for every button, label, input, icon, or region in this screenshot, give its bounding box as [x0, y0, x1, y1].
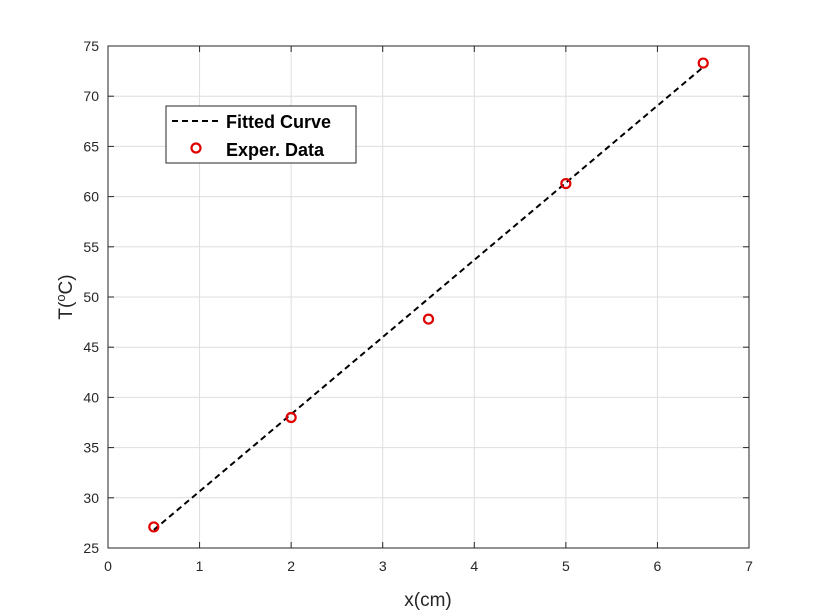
y-tick-label: 70 — [83, 88, 99, 104]
x-tick-label: 7 — [745, 558, 753, 574]
y-tick-labels: 25 30 35 40 45 50 55 60 65 70 75 — [83, 38, 99, 556]
legend: Fitted Curve Exper. Data — [165, 105, 357, 164]
data-point — [285, 411, 297, 424]
x-tick-label: 4 — [470, 558, 478, 574]
x-tick-label: 2 — [287, 558, 295, 574]
y-tick-label: 55 — [83, 239, 99, 255]
y-axis-label-suffix: C) — [56, 274, 77, 294]
x-tick-label: 6 — [654, 558, 662, 574]
y-tick-label: 25 — [83, 540, 99, 556]
grid — [108, 46, 749, 548]
y-tick-label: 50 — [83, 289, 99, 305]
y-tick-label: 75 — [83, 38, 99, 54]
legend-label-exper-data: Exper. Data — [226, 140, 325, 160]
y-axis-label: T(oC) — [53, 274, 77, 319]
x-axis-label: x(cm) — [404, 590, 451, 611]
data-point — [148, 521, 160, 533]
data-point — [422, 313, 435, 325]
x-tick-label: 1 — [196, 558, 204, 574]
x-tick-label: 0 — [104, 558, 112, 574]
legend-marker-sample — [190, 142, 202, 154]
legend-box — [165, 105, 357, 164]
x-tick-labels: 0 1 2 3 4 5 6 7 — [104, 558, 753, 574]
x-tick-label: 3 — [379, 558, 387, 574]
y-tick-label: 60 — [83, 189, 99, 205]
y-axis-label-superscript: o — [53, 294, 68, 301]
y-axis-label-prefix: T( — [56, 301, 77, 320]
y-tick-label: 35 — [83, 440, 99, 456]
y-tick-label: 45 — [83, 339, 99, 355]
y-tick-label: 40 — [83, 389, 99, 405]
series-layer — [148, 57, 709, 533]
y-tick-label: 30 — [83, 490, 99, 506]
y-tick-label: 65 — [83, 138, 99, 154]
legend-label-fitted-curve: Fitted Curve — [226, 112, 331, 132]
data-point — [697, 57, 709, 69]
data-point — [560, 177, 572, 190]
x-tick-label: 5 — [562, 558, 570, 574]
tick-marks — [107, 45, 750, 549]
